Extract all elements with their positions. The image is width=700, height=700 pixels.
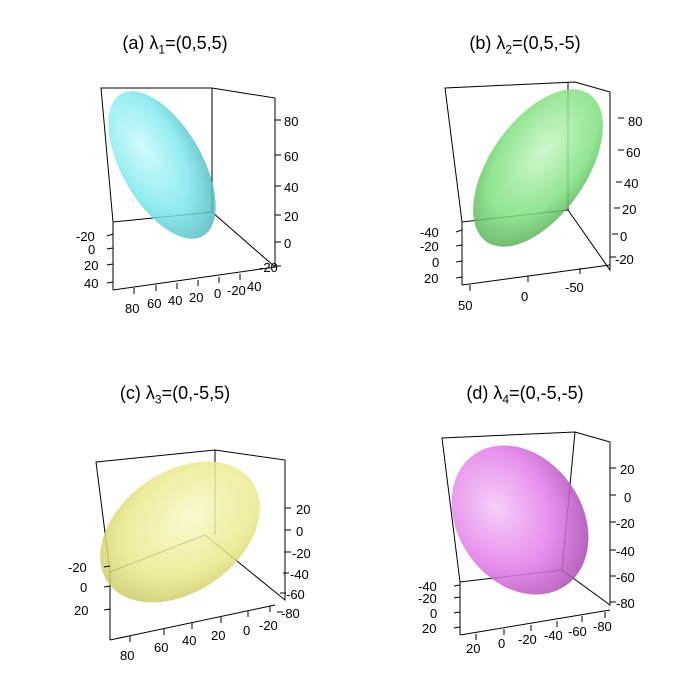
x-tick-b-1: -20 xyxy=(420,239,439,254)
surface-d xyxy=(451,445,589,595)
y-tick-a-extra: 40 xyxy=(247,279,261,294)
panel-c: (c) λ3=(0,-5,5) 20 0 -20 -40 -60 -80 -20… xyxy=(0,350,350,700)
x-tick-b-2: 0 xyxy=(432,255,439,270)
panel-d-title: (d) λ4=(0,-5,-5) xyxy=(466,383,584,407)
x-tick-a-3: 40 xyxy=(84,276,98,291)
y-ticks-b: 50 0 -50 xyxy=(458,268,584,313)
y-tick-a-5: -20 xyxy=(227,283,246,298)
x-ticks-d: -40 -20 0 20 xyxy=(418,579,461,636)
x-ticks-a: -20 0 20 40 xyxy=(76,229,114,291)
z-tick-a-1: 60 xyxy=(284,149,298,164)
z-tick-d-3: -40 xyxy=(616,544,635,559)
y-tick-d-4: -60 xyxy=(568,624,587,639)
z-tick-b-5: -20 xyxy=(615,252,634,267)
y-tick-c-5: -20 xyxy=(259,618,278,633)
z-tick-c-4: -60 xyxy=(286,587,305,602)
x-tick-d-1: -20 xyxy=(418,591,437,606)
panel-a-title: (a) λ1=(0,5,5) xyxy=(122,33,228,57)
z-tick-b-2: 40 xyxy=(624,176,638,191)
y-tick-a-3: 20 xyxy=(189,290,203,305)
y-ticks-d: 20 0 -20 -40 -60 -80 xyxy=(466,612,612,656)
y-tick-c-4: 0 xyxy=(243,623,250,638)
z-ticks-c: 20 0 -20 -40 -60 -80 xyxy=(277,502,311,621)
z-tick-b-3: 20 xyxy=(622,202,636,217)
z-tick-a-5: -20 xyxy=(259,260,278,275)
panel-b-title: (b) λ2=(0,5,-5) xyxy=(469,33,581,57)
z-tick-c-3: -40 xyxy=(290,567,309,582)
z-ticks-b: 80 60 40 20 0 -20 xyxy=(610,114,642,267)
y-tick-d-0: 20 xyxy=(466,641,480,656)
surface-c xyxy=(100,461,260,603)
y-tick-a-2: 40 xyxy=(168,293,182,308)
x-tick-b-3: 20 xyxy=(424,271,438,286)
z-tick-a-4: 0 xyxy=(284,236,291,251)
z-tick-b-0: 80 xyxy=(628,114,642,129)
y-tick-b-1: 0 xyxy=(521,289,528,304)
surface-b xyxy=(473,89,603,247)
y-tick-c-2: 40 xyxy=(182,633,196,648)
y-tick-d-1: 0 xyxy=(498,636,505,651)
panel-a: (a) λ1=(0,5,5) 80 60 40 20 0 -20 -20 xyxy=(0,0,350,350)
y-tick-d-5: -80 xyxy=(593,619,612,634)
z-ticks-d: 20 0 -20 -40 -60 -80 xyxy=(610,462,635,611)
x-tick-a-1: 0 xyxy=(88,242,95,257)
z-tick-c-5: -80 xyxy=(281,606,300,621)
x-tick-d-3: 20 xyxy=(422,621,436,636)
z-ticks-a: 80 60 40 20 0 -20 xyxy=(259,114,298,275)
y-ticks-a: 80 60 40 20 0 -20 40 xyxy=(125,274,261,316)
x-ticks-c: -20 0 20 xyxy=(68,560,111,618)
z-tick-a-2: 40 xyxy=(284,180,298,195)
z-tick-a-0: 80 xyxy=(284,114,298,129)
z-tick-d-5: -80 xyxy=(616,596,635,611)
x-tick-a-0: -20 xyxy=(76,229,95,244)
z-tick-b-4: 0 xyxy=(620,229,627,244)
z-tick-a-3: 20 xyxy=(284,209,298,224)
z-tick-c-2: -20 xyxy=(292,546,311,561)
x-tick-c-2: 20 xyxy=(74,603,88,618)
panel-c-plot: 20 0 -20 -40 -60 -80 -20 0 20 80 60 40 2… xyxy=(68,449,311,663)
x-tick-b-0: -40 xyxy=(420,225,439,240)
z-tick-c-0: 20 xyxy=(296,502,310,517)
y-tick-c-1: 60 xyxy=(154,640,168,655)
x-tick-d-0: -40 xyxy=(418,579,437,594)
y-tick-d-3: -40 xyxy=(544,628,563,643)
panel-b-plot: 80 60 40 20 0 -20 -40 -20 0 20 50 0 -50 xyxy=(420,81,642,313)
z-tick-d-4: -60 xyxy=(616,570,635,585)
z-tick-b-1: 60 xyxy=(626,145,640,160)
z-tick-c-1: 0 xyxy=(296,524,303,539)
z-tick-d-1: 0 xyxy=(624,490,631,505)
x-tick-c-0: -20 xyxy=(68,560,87,575)
z-tick-d-2: -20 xyxy=(616,516,635,531)
y-tick-a-4: 0 xyxy=(214,286,221,301)
y-tick-a-0: 80 xyxy=(125,301,139,316)
y-tick-c-3: 20 xyxy=(211,628,225,643)
z-tick-d-0: 20 xyxy=(620,462,634,477)
panel-a-plot: 80 60 40 20 0 -20 -20 0 20 40 80 60 40 2… xyxy=(76,87,298,316)
panel-c-title: (c) λ3=(0,-5,5) xyxy=(119,383,231,407)
y-tick-a-1: 60 xyxy=(147,296,161,311)
y-tick-c-0: 80 xyxy=(120,648,134,663)
y-ticks-c: 80 60 40 20 0 -20 xyxy=(120,606,278,663)
y-tick-b-2: -50 xyxy=(565,280,584,295)
x-ticks-b: -40 -20 0 20 xyxy=(420,225,463,286)
panel-d-plot: 20 0 -20 -40 -60 -80 -40 -20 0 20 20 0 -… xyxy=(418,431,635,656)
panel-d: (d) λ4=(0,-5,-5) 20 0 -20 -40 -60 -80 -4… xyxy=(350,350,700,700)
surface-a xyxy=(108,91,216,239)
x-tick-d-2: 0 xyxy=(430,606,437,621)
y-tick-d-2: -20 xyxy=(518,632,537,647)
x-tick-c-1: 0 xyxy=(80,580,87,595)
panel-b: (b) λ2=(0,5,-5) 80 60 40 20 0 -20 -40 -2… xyxy=(350,0,700,350)
x-tick-a-2: 20 xyxy=(84,258,98,273)
y-tick-b-0: 50 xyxy=(458,298,472,313)
